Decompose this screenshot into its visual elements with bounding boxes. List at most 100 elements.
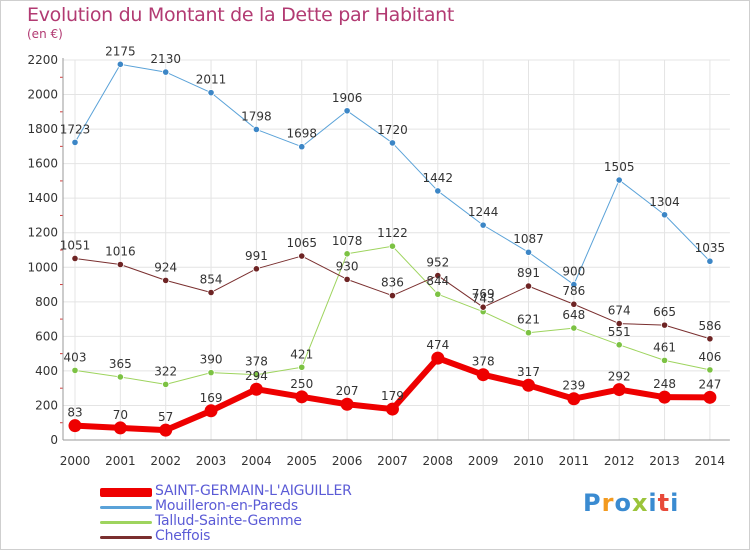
data-label: 83 <box>67 406 82 420</box>
data-label: 169 <box>200 391 223 405</box>
data-label: 1505 <box>604 160 635 174</box>
data-label: 2175 <box>105 44 136 58</box>
chart-title: Evolution du Montant de la Dette par Hab… <box>27 4 455 26</box>
data-point <box>524 329 533 337</box>
data-point <box>660 211 669 219</box>
data-point <box>612 383 626 397</box>
data-label: 461 <box>653 340 676 354</box>
data-label: 743 <box>472 292 495 306</box>
data-label: 1720 <box>377 123 408 137</box>
proxiti-logo: Proxiti <box>583 489 679 517</box>
data-labels: 1723 2175 2130 2011 1798 1698 1906 1720 1442 1244… <box>60 44 725 424</box>
data-point <box>116 373 124 381</box>
data-point <box>71 254 79 263</box>
data-point <box>434 271 442 280</box>
data-point <box>434 290 442 298</box>
data-label: 207 <box>336 384 359 398</box>
data-point <box>116 60 124 68</box>
data-point <box>522 378 535 392</box>
data-label: 665 <box>653 305 676 319</box>
legend-swatch <box>100 488 152 497</box>
data-point <box>476 368 490 382</box>
legend-swatch <box>100 506 152 509</box>
data-label: 891 <box>517 266 540 280</box>
data-point <box>431 351 445 365</box>
data-point <box>298 363 306 371</box>
data-point <box>116 260 124 269</box>
x-tick-label: 2011 <box>559 454 590 468</box>
data-point <box>71 366 79 374</box>
data-point <box>388 242 397 250</box>
y-tick-label: 400 <box>35 364 58 378</box>
y-tick-label: 600 <box>35 329 58 343</box>
data-label: 1078 <box>332 234 363 248</box>
data-label: 900 <box>562 265 585 279</box>
data-label: 1122 <box>377 226 408 240</box>
data-label: 403 <box>64 350 87 364</box>
data-point <box>295 390 309 404</box>
data-label: 924 <box>154 260 177 274</box>
data-label: 247 <box>698 377 721 391</box>
data-point <box>570 324 578 332</box>
data-label: 1087 <box>513 232 544 246</box>
data-label: 70 <box>113 408 128 422</box>
y-tick-label: 1200 <box>27 226 58 240</box>
data-point <box>388 139 397 147</box>
data-point <box>343 107 351 115</box>
x-tick-label: 2012 <box>604 454 635 468</box>
x-tick-label: 2006 <box>332 454 363 468</box>
data-point <box>615 319 623 328</box>
x-tick-label: 2000 <box>60 454 91 468</box>
data-point <box>703 390 717 404</box>
legend-label: Mouilleron-en-Pareds <box>155 498 298 514</box>
data-point <box>207 288 215 297</box>
data-point <box>207 369 215 377</box>
data-label: 1035 <box>695 241 726 255</box>
data-label: 991 <box>245 249 268 263</box>
y-tick-label: 1800 <box>27 122 58 136</box>
data-point <box>159 423 173 437</box>
data-point <box>113 421 127 435</box>
data-point <box>298 143 306 151</box>
data-label: 1304 <box>649 195 680 209</box>
data-label: 1442 <box>423 171 454 185</box>
legend-label: Cheffois <box>155 528 211 544</box>
data-point <box>204 404 218 418</box>
logo-letter: o <box>614 489 632 517</box>
data-point <box>570 280 578 289</box>
data-point <box>567 392 581 406</box>
data-label: 1698 <box>286 127 317 141</box>
data-point <box>249 382 263 396</box>
data-point <box>343 275 351 283</box>
y-tick-label: 1000 <box>27 260 58 274</box>
logo-letter: i <box>648 489 658 517</box>
legend-swatch <box>100 536 152 539</box>
data-label: 1244 <box>468 205 499 219</box>
y-tick-label: 2200 <box>27 53 58 67</box>
data-label: 1065 <box>286 236 317 250</box>
data-point <box>706 335 714 343</box>
data-point <box>385 402 399 416</box>
data-label: 2130 <box>150 52 181 66</box>
data-point <box>298 252 306 260</box>
data-label: 390 <box>200 353 223 367</box>
x-tick-label: 2009 <box>468 454 499 468</box>
legend-label: Tallud-Sainte-Gemme <box>155 513 302 529</box>
y-tick-label: 0 <box>50 433 58 447</box>
series-tallud-sainte-gemme <box>71 242 714 388</box>
y-tick-label: 1600 <box>27 157 58 171</box>
x-tick-label: 2008 <box>423 454 454 468</box>
data-label: 674 <box>608 304 631 318</box>
data-point <box>252 265 260 273</box>
data-point <box>252 125 260 134</box>
data-label: 57 <box>158 410 173 424</box>
logo-letter: r <box>601 489 615 517</box>
x-tick-label: 2005 <box>286 454 317 468</box>
data-label: 952 <box>426 256 449 270</box>
data-point <box>71 138 79 146</box>
series-saint-germain-l-aiguiller <box>68 351 717 437</box>
logo-letter: P <box>583 489 602 517</box>
x-tick-label: 2001 <box>105 454 136 468</box>
